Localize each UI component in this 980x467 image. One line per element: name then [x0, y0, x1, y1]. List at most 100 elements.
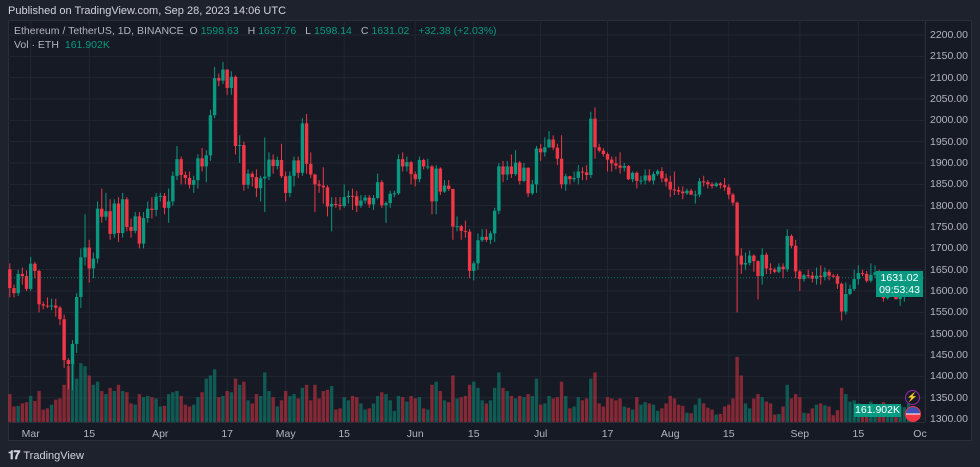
volume-bar: [656, 410, 660, 422]
volume-bar: [547, 395, 551, 422]
volume-bar: [342, 397, 346, 422]
volume-bar: [551, 398, 555, 422]
chart-plot[interactable]: [8, 20, 925, 422]
candle-body: [447, 185, 451, 190]
symbol-title: Ethereum / TetherUS, 1D, BINANCE: [14, 25, 184, 37]
candle-body: [334, 203, 338, 205]
volume-bar: [225, 391, 229, 422]
volume-bar: [697, 398, 702, 422]
volume-bar: [589, 378, 593, 422]
candle-body: [693, 194, 698, 196]
volume-bar: [166, 394, 171, 422]
candle-body: [192, 180, 196, 185]
candle-body: [380, 182, 384, 206]
volume-bar: [597, 403, 601, 422]
volume-bar: [497, 372, 501, 422]
candle-body: [41, 304, 45, 306]
last-price-badge: 1631.02 09:53:43: [876, 270, 923, 297]
volume-bar: [459, 397, 463, 422]
candle-body: [501, 166, 505, 175]
time-axis[interactable]: [8, 422, 925, 442]
volume-bar: [701, 403, 706, 422]
candle-body: [304, 123, 309, 164]
volume-bar: [747, 408, 752, 422]
candle-body: [898, 296, 902, 300]
last-price: 1631.02: [880, 271, 919, 284]
volume-bar: [41, 409, 45, 422]
volume-bar: [714, 414, 718, 422]
volume-bar: [208, 375, 213, 422]
price-tick-label: 1500.00: [930, 327, 968, 340]
candle-body: [497, 166, 501, 211]
volume-bar: [789, 398, 794, 422]
time-tick-label: Jun: [406, 428, 424, 440]
candle-body: [656, 171, 660, 175]
volume-bar: [158, 406, 162, 422]
candle-body: [438, 168, 443, 192]
candle-body: [706, 182, 710, 185]
candle-body: [518, 162, 522, 181]
candle-body: [200, 158, 204, 167]
volume-bar: [635, 397, 639, 422]
candle-body: [752, 255, 756, 262]
volume-bar: [112, 391, 116, 422]
volume-bar: [731, 398, 735, 422]
volume-bar: [434, 381, 438, 422]
volume-bar: [175, 391, 179, 422]
price-tick-label: 2000.00: [930, 114, 968, 127]
volume-bar: [146, 395, 150, 422]
volume-bar: [409, 395, 413, 422]
volume-bar: [413, 398, 417, 422]
us-flag-icon[interactable]: [905, 406, 921, 422]
candle-body: [610, 159, 614, 164]
candle-body: [317, 184, 321, 186]
volume-bar: [350, 395, 355, 422]
candle-body: [401, 159, 405, 167]
volume-bar: [79, 363, 83, 422]
candle-body: [773, 269, 777, 272]
volume-bar: [304, 384, 309, 422]
volume-bar: [601, 406, 606, 422]
volume-bar: [785, 384, 789, 422]
volume-bar: [672, 398, 677, 422]
tradingview-logo-icon[interactable]: 𝟏𝟕: [8, 448, 20, 462]
candle-body: [869, 274, 873, 281]
volume-bar: [827, 406, 831, 422]
candle-body: [442, 185, 447, 192]
candle-body: [263, 176, 267, 179]
volume-bar: [814, 404, 819, 422]
candle-body: [229, 76, 234, 88]
candle-body: [292, 160, 296, 176]
volume-bar: [313, 384, 317, 422]
candle-body: [95, 208, 100, 259]
volume-bar: [530, 395, 534, 422]
candle-body: [605, 154, 610, 160]
volume-bar: [614, 400, 618, 422]
candle-body: [150, 208, 154, 210]
time-tick-label: Mar: [21, 428, 40, 440]
price-axis[interactable]: [925, 20, 973, 422]
candle-body: [66, 360, 71, 364]
volume-bar: [33, 400, 37, 422]
candle-body: [233, 76, 238, 146]
volume-value: 161.902K: [64, 39, 110, 51]
candle-body: [488, 233, 493, 240]
price-tick-label: 2050.00: [930, 93, 968, 105]
price-tick-label: 2150.00: [930, 50, 968, 63]
candle-body: [166, 201, 171, 208]
candle-body: [129, 227, 133, 231]
volume-bar: [572, 406, 576, 422]
footer-brand[interactable]: TradingView: [23, 449, 84, 462]
candle-body: [104, 211, 108, 217]
volume-bar: [263, 372, 267, 422]
volume-bar: [24, 402, 29, 422]
candle-body: [137, 216, 142, 244]
volume-bar: [902, 407, 907, 422]
volume-bar: [300, 387, 305, 422]
candle-body: [873, 272, 877, 275]
volume-bar: [484, 403, 489, 422]
lightning-icon[interactable]: ⚡: [905, 390, 920, 405]
candle-body: [384, 203, 388, 206]
candle-body: [681, 191, 685, 194]
volume-bar: [212, 369, 217, 422]
